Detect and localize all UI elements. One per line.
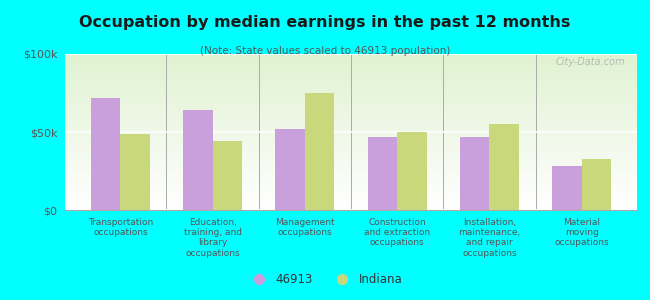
Bar (582, 158, 611, 210)
Text: City-Data.com: City-Data.com (556, 57, 625, 67)
Bar (120, 134, 150, 210)
Bar (305, 93, 334, 210)
Bar (552, 166, 582, 210)
Text: Occupation by median earnings in the past 12 months: Occupation by median earnings in the pas… (79, 15, 571, 30)
Bar (397, 132, 426, 210)
Bar (91, 98, 120, 210)
Bar (460, 137, 489, 210)
Legend: 46913, Indiana: 46913, Indiana (242, 269, 408, 291)
Bar (213, 141, 242, 210)
Text: (Note: State values scaled to 46913 population): (Note: State values scaled to 46913 popu… (200, 46, 450, 56)
Bar (276, 129, 305, 210)
Bar (183, 110, 213, 210)
Bar (489, 124, 519, 210)
Bar (368, 137, 397, 210)
